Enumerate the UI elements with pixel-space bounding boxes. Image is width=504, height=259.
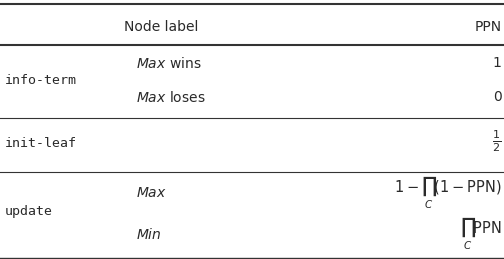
Text: $1 - \prod_C(1 - \mathrm{PPN})$: $1 - \prod_C(1 - \mathrm{PPN})$ [394, 175, 501, 211]
Text: $Max$ loses: $Max$ loses [136, 90, 206, 105]
Text: info-term: info-term [5, 74, 77, 87]
Text: init-leaf: init-leaf [5, 137, 77, 150]
Text: $Max$: $Max$ [136, 186, 167, 200]
Text: $Max$ wins: $Max$ wins [136, 56, 202, 71]
Text: $Min$: $Min$ [136, 227, 162, 242]
Text: Node label: Node label [124, 20, 199, 34]
Text: update: update [5, 205, 53, 218]
Text: 0: 0 [493, 90, 501, 104]
Text: PPN: PPN [474, 20, 501, 34]
Text: $\prod_C \mathrm{PPN}$: $\prod_C \mathrm{PPN}$ [460, 216, 501, 253]
Text: 1: 1 [492, 56, 501, 70]
Text: $\frac{1}{2}$: $\frac{1}{2}$ [492, 128, 501, 154]
